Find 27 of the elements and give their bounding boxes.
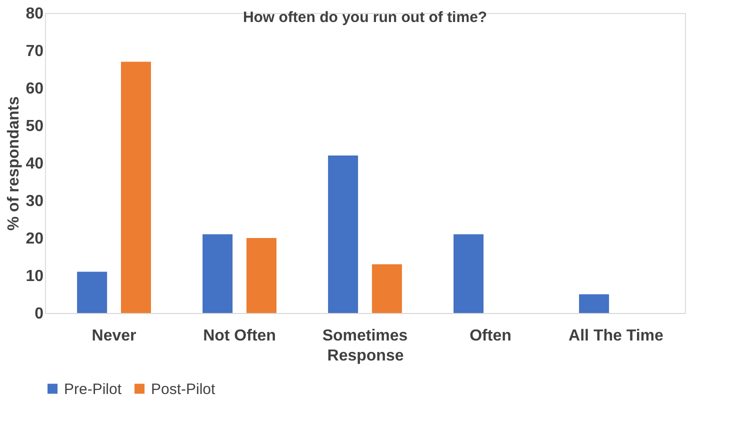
bar bbox=[372, 264, 402, 313]
x-tick-label: Not Often bbox=[203, 328, 276, 344]
bar bbox=[454, 234, 484, 313]
bar bbox=[202, 234, 233, 313]
x-tick-label: Never bbox=[92, 328, 136, 344]
y-tick-label: 60 bbox=[26, 80, 44, 98]
y-axis-title: % of respondants bbox=[6, 96, 23, 231]
x-axis-title: Response bbox=[327, 348, 404, 364]
y-tick-label: 0 bbox=[34, 306, 44, 322]
legend-label: Post-Pilot bbox=[151, 380, 216, 398]
x-tick-label: Often bbox=[470, 328, 512, 344]
y-tick-label: 80 bbox=[26, 6, 44, 22]
chart-title: How often do you run out of time? bbox=[242, 9, 488, 26]
bar bbox=[120, 62, 151, 313]
x-tick-label: Sometimes bbox=[322, 328, 408, 344]
legend-label: Pre-Pilot bbox=[64, 380, 122, 398]
y-tick-label: 30 bbox=[26, 193, 44, 210]
bar bbox=[579, 294, 610, 313]
y-tick-label: 20 bbox=[26, 230, 44, 248]
bar bbox=[77, 272, 108, 313]
y-tick-label: 10 bbox=[26, 268, 44, 285]
bar bbox=[328, 156, 358, 313]
x-tick-label: All The Time bbox=[568, 328, 664, 344]
y-tick-label: 40 bbox=[26, 156, 44, 172]
y-tick-label: 70 bbox=[26, 43, 44, 60]
bar bbox=[246, 238, 276, 313]
y-tick-label: 50 bbox=[26, 118, 44, 135]
